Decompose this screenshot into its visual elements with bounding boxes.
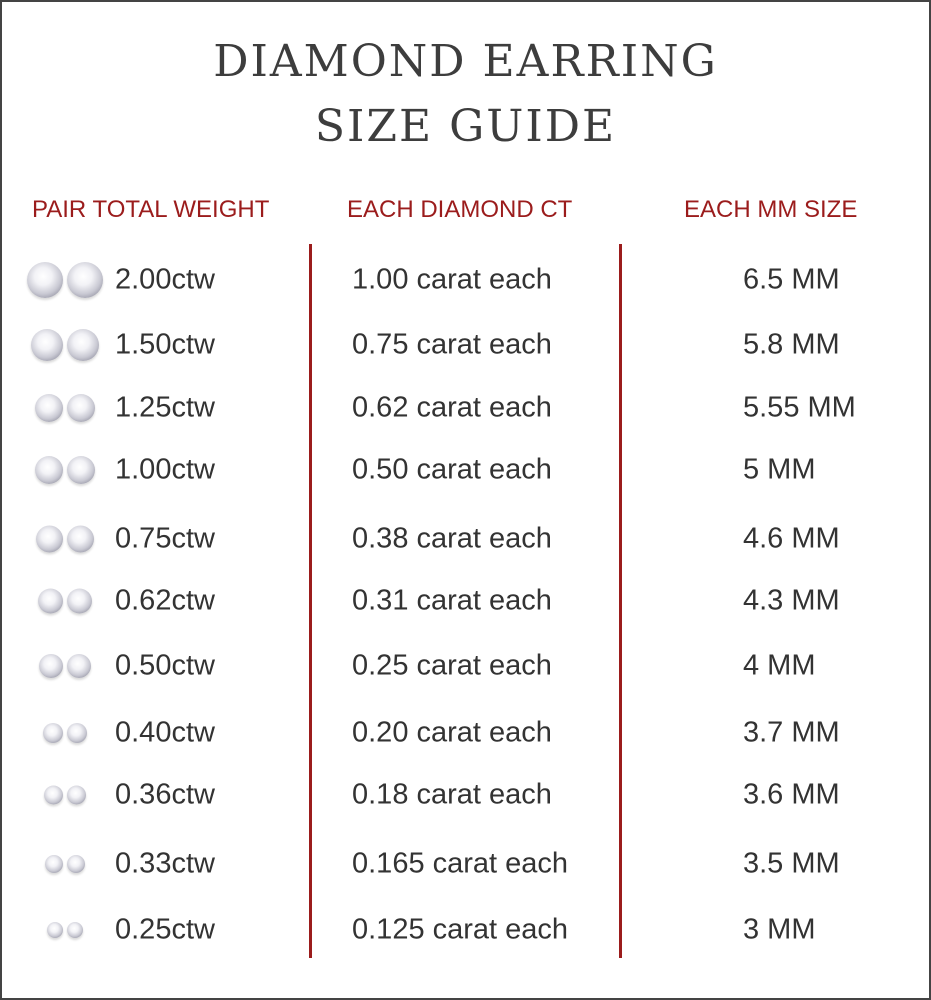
row-ct: 0.125 carat each xyxy=(352,913,569,946)
row-mm: 3.5 MM xyxy=(743,847,840,880)
row-ct: 0.165 carat each xyxy=(352,847,569,880)
header-each-mm-size: EACH MM SIZE xyxy=(684,196,858,223)
row-mm: 4 MM xyxy=(743,649,816,682)
row-ct: 0.38 carat each xyxy=(352,522,552,555)
diamond-icon xyxy=(67,394,95,422)
diamond-icon xyxy=(67,654,91,678)
row-weight: 0.40ctw xyxy=(115,716,215,749)
diamond-pair-icon xyxy=(38,588,92,614)
row-ct: 0.18 carat each xyxy=(352,778,552,811)
diamond-pair-icon xyxy=(35,394,95,422)
diamond-icon xyxy=(67,588,92,614)
column-divider xyxy=(309,244,312,958)
row-weight: 0.75ctw xyxy=(115,522,215,555)
diamond-icon xyxy=(47,922,63,938)
row-weight: 1.25ctw xyxy=(115,391,215,424)
diamond-pair-icon xyxy=(27,262,103,298)
header-pair-total-weight: PAIR TOTAL WEIGHT xyxy=(32,196,270,223)
diamond-icon xyxy=(67,922,83,938)
row-mm: 5 MM xyxy=(743,453,816,486)
diamond-icon xyxy=(35,394,63,422)
row-weight: 2.00ctw xyxy=(115,263,215,296)
row-ct: 0.31 carat each xyxy=(352,584,552,617)
row-mm: 3 MM xyxy=(743,913,816,946)
diamond-icon xyxy=(67,262,103,298)
diamond-pair-icon xyxy=(45,855,85,873)
row-ct: 0.50 carat each xyxy=(352,453,552,486)
diamond-pair-icon xyxy=(35,456,95,484)
diamond-icon xyxy=(44,785,63,805)
diamond-icon xyxy=(43,723,63,743)
row-mm: 3.6 MM xyxy=(743,778,840,811)
row-mm: 3.7 MM xyxy=(743,716,840,749)
diamond-icon xyxy=(39,654,63,678)
row-mm: 4.6 MM xyxy=(743,522,840,555)
diamond-icon xyxy=(27,262,63,298)
row-mm: 5.8 MM xyxy=(743,328,840,361)
diamond-icon xyxy=(38,588,63,614)
diamond-icon xyxy=(35,456,63,484)
diamond-pair-icon xyxy=(39,654,91,678)
diamond-icon xyxy=(67,723,87,743)
header-each-diamond-ct: EACH DIAMOND CT xyxy=(347,196,573,223)
diamond-icon xyxy=(67,456,95,484)
diamond-icon xyxy=(67,525,94,553)
diamond-pair-icon xyxy=(47,922,83,938)
row-ct: 0.75 carat each xyxy=(352,328,552,361)
row-weight: 0.62ctw xyxy=(115,584,215,617)
diamond-icon xyxy=(45,855,63,873)
diamond-icon xyxy=(36,525,63,553)
row-mm: 4.3 MM xyxy=(743,584,840,617)
row-weight: 0.50ctw xyxy=(115,649,215,682)
diamond-pair-icon xyxy=(43,723,87,743)
row-weight: 1.00ctw xyxy=(115,453,215,486)
column-divider xyxy=(619,244,622,958)
row-weight: 0.33ctw xyxy=(115,847,215,880)
row-ct: 0.20 carat each xyxy=(352,716,552,749)
row-weight: 0.36ctw xyxy=(115,778,215,811)
diamond-icon xyxy=(67,329,99,361)
row-weight: 1.50ctw xyxy=(115,328,215,361)
row-mm: 5.55 MM xyxy=(743,391,856,424)
title-line-2: SIZE GUIDE xyxy=(314,101,617,152)
row-ct: 0.25 carat each xyxy=(352,649,552,682)
row-ct: 0.62 carat each xyxy=(352,391,552,424)
row-ct: 1.00 carat each xyxy=(352,263,552,296)
diamond-icon xyxy=(67,855,85,873)
diamond-icon xyxy=(31,329,63,361)
title-line-1: DIAMOND EARRING xyxy=(213,36,718,87)
diamond-pair-icon xyxy=(31,329,99,361)
diamond-pair-icon xyxy=(44,785,86,805)
row-weight: 0.25ctw xyxy=(115,913,215,946)
diamond-pair-icon xyxy=(36,525,94,553)
diamond-icon xyxy=(67,785,86,805)
row-mm: 6.5 MM xyxy=(743,263,840,296)
